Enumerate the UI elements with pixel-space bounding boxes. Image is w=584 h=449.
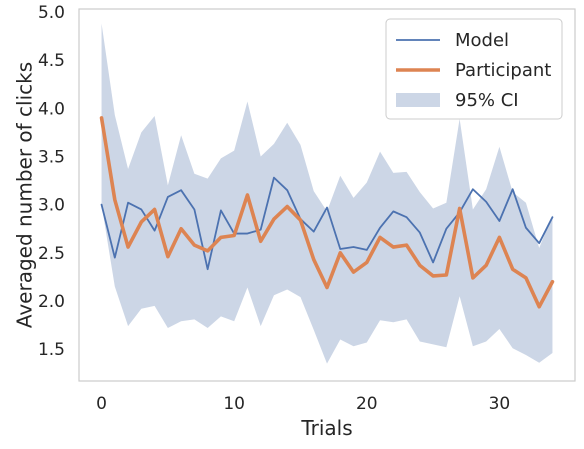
y-axis-ticks: 1.5 2.0 2.5 3.0 3.5 4.0 4.5 5.0: [38, 3, 65, 360]
y-tick-label: 3.0: [38, 196, 65, 216]
confidence-band-layer: [101, 23, 553, 364]
legend-label-participant: Participant: [455, 60, 551, 81]
y-axis-title: Averaged number of clicks: [13, 62, 37, 328]
y-tick-label: 1.5: [38, 340, 65, 360]
y-tick-label: 5.0: [38, 3, 65, 23]
ci-band: [101, 23, 553, 364]
legend: Model Participant 95% CI: [385, 18, 563, 120]
y-tick-label: 4.0: [38, 99, 65, 119]
legend-label-ci: 95% CI: [455, 90, 519, 111]
x-axis-title: Trials: [300, 416, 352, 440]
series-line-model: [100, 176, 554, 271]
series-line-participant: [99, 116, 555, 309]
x-tick-label: 10: [223, 394, 245, 414]
y-tick-label: 2.5: [38, 244, 65, 264]
x-tick-label: 20: [356, 394, 378, 414]
y-tick-label: 2.0: [38, 292, 65, 312]
legend-swatch-ci: [396, 93, 440, 107]
plot-frame: [78, 8, 576, 382]
x-axis-ticks: 0 10 20 30: [96, 394, 510, 414]
y-tick-label: 3.5: [38, 147, 65, 167]
y-tick-label: 4.5: [38, 51, 65, 71]
x-tick-label: 30: [489, 394, 511, 414]
x-tick-label: 0: [96, 394, 107, 414]
legend-label-model: Model: [455, 30, 509, 51]
series-lines-layer: [99, 116, 555, 309]
